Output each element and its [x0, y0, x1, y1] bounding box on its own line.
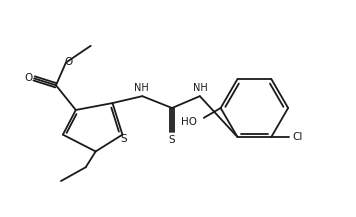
Text: Cl: Cl: [293, 132, 303, 142]
Text: O: O: [24, 73, 32, 83]
Text: NH: NH: [193, 83, 208, 93]
Text: NH: NH: [134, 83, 149, 93]
Text: HO: HO: [181, 117, 197, 127]
Text: O: O: [65, 57, 73, 67]
Text: S: S: [120, 134, 127, 144]
Text: S: S: [169, 135, 176, 145]
